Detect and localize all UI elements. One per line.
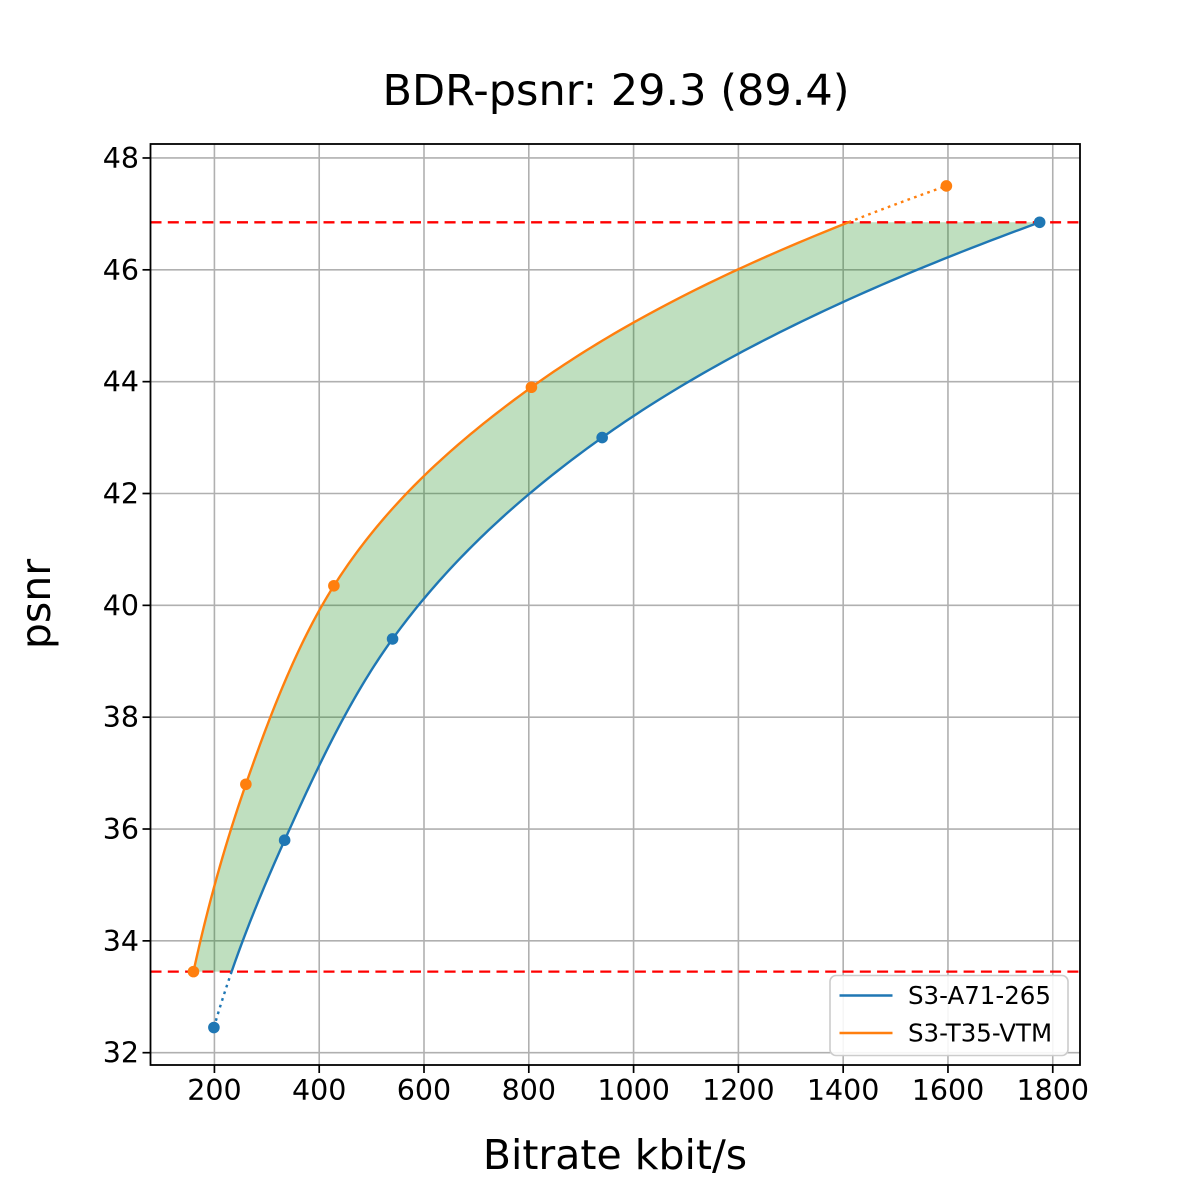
grid-lines (150, 144, 1080, 1065)
x-tick-label: 600 (397, 1074, 451, 1107)
legend-label: S3-T35-VTM (908, 1019, 1052, 1048)
x-tick-label: 400 (292, 1074, 346, 1107)
y-tick-label: 48 (103, 142, 139, 175)
x-tick-label: 1400 (807, 1074, 880, 1107)
y-axis-label: psnr (12, 559, 60, 649)
tick-labels: 200 400 600 800 1000 1200 1400 1600 1800 32 34 36 38… (103, 142, 1089, 1107)
data-point-marker (940, 180, 953, 192)
y-tick-label: 32 (103, 1037, 139, 1070)
axes-frame (142, 143, 1081, 1073)
legend: S3-A71-265 S3-T35-VTM (829, 974, 1069, 1057)
shaded-region (193, 222, 1040, 972)
y-tick-label: 38 (103, 701, 139, 734)
data-point-marker (596, 431, 608, 444)
chart-title: BDR-psnr: 29.3 (89.4) (383, 66, 850, 116)
legend-label: S3-A71-265 (908, 981, 1051, 1010)
data-point-markers (187, 180, 1046, 1034)
y-tick-label: 44 (103, 366, 139, 399)
curve-dotted-extension (212, 971, 233, 1028)
data-point-marker (208, 1021, 220, 1034)
data-point-marker (1033, 216, 1046, 229)
y-tick-label: 40 (103, 589, 139, 622)
data-point-marker (525, 381, 538, 394)
data-point-marker (386, 633, 399, 645)
x-tick-label: 800 (502, 1074, 556, 1107)
data-point-marker (278, 834, 291, 847)
x-tick-label: 1600 (912, 1074, 985, 1107)
curve-solid (230, 221, 1041, 973)
data-point-marker (187, 965, 200, 978)
y-tick-label: 34 (103, 925, 139, 958)
x-tick-label: 1200 (702, 1074, 775, 1107)
y-tick-label: 42 (103, 477, 139, 510)
x-tick-label: 200 (187, 1074, 241, 1107)
data-point-marker (328, 579, 340, 592)
y-tick-label: 46 (103, 254, 139, 287)
x-tick-label: 1000 (597, 1074, 670, 1107)
series-curves (192, 184, 1041, 1028)
x-axis-label: Bitrate kbit/s (483, 1131, 747, 1179)
curve-dotted-extension (848, 184, 947, 224)
shaded-region-group (193, 222, 1040, 972)
x-tick-label: 1800 (1016, 1074, 1089, 1107)
data-point-marker (240, 778, 252, 791)
curve-solid (192, 221, 850, 972)
y-tick-label: 36 (103, 813, 139, 846)
plot-border (149, 143, 1081, 1066)
